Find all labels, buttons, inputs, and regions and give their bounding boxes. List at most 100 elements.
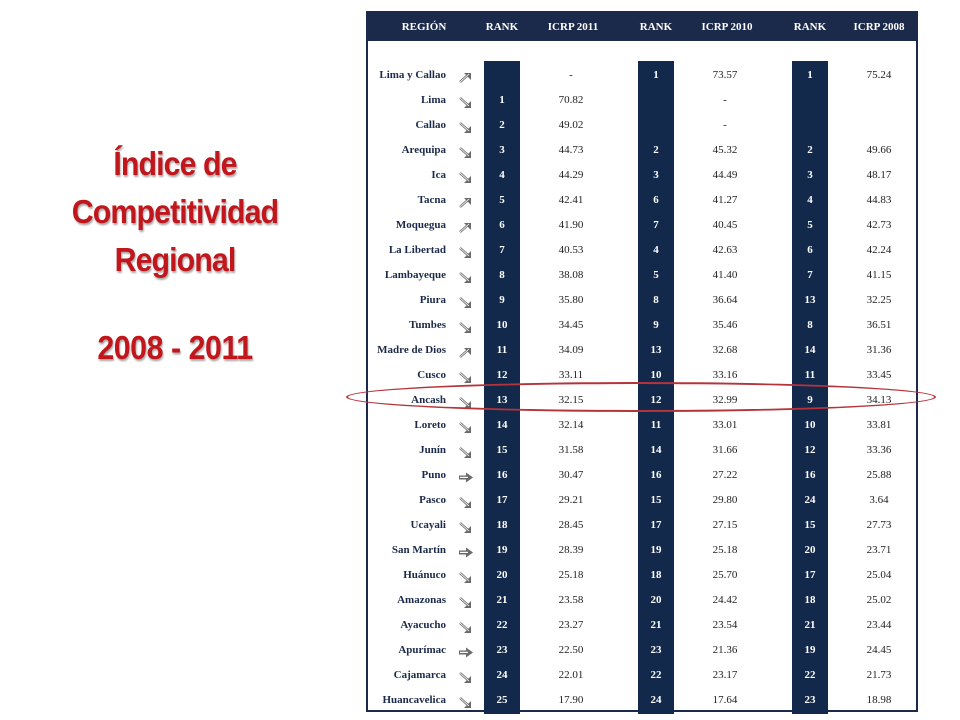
cell-rank2011: 23 xyxy=(496,644,508,656)
right-arrow-icon xyxy=(458,644,474,658)
cell-rank2010: 22 xyxy=(650,669,662,681)
table-row: Pasco 17 29.21 15 29.80 24 3.64 xyxy=(368,488,916,513)
cell-icrp2008: 25.04 xyxy=(866,569,892,581)
cell-rank2010 xyxy=(638,88,674,113)
cell-icrp2010: 25.70 xyxy=(712,569,738,581)
down-arrow-icon xyxy=(458,519,474,533)
up-arrow-icon xyxy=(458,344,474,358)
cell-rank2011: 25 xyxy=(496,694,508,706)
header-icrp-2008: ICRP 2008 xyxy=(853,21,905,33)
cell-icrp2011: 31.58 xyxy=(558,444,584,456)
cell-region: Pasco xyxy=(419,494,446,506)
cell-region: Ica xyxy=(431,169,446,181)
cell-rank2011: 18 xyxy=(496,519,508,531)
cell-icrp2011: 38.08 xyxy=(558,269,584,281)
down-arrow-icon xyxy=(458,594,474,608)
cell-icrp2011: 23.58 xyxy=(558,594,584,606)
cell-icrp2008: 25.02 xyxy=(866,594,892,606)
table-row: Cajamarca 24 22.01 22 23.17 22 21.73 xyxy=(368,663,916,688)
table-row: La Libertad 7 40.53 4 42.63 6 42.24 xyxy=(368,238,916,263)
cell-icrp2008: 75.24 xyxy=(866,69,892,81)
cell-rank2011: 1 xyxy=(499,94,505,106)
cell-rank2008: 3 xyxy=(807,169,813,181)
cell-icrp2008: 25.88 xyxy=(866,469,892,481)
table-row: Ucayali 18 28.45 17 27.15 15 27.73 xyxy=(368,513,916,538)
cell-region: Puno xyxy=(421,469,446,481)
cell-rank2008: 13 xyxy=(804,294,816,306)
cell-rank2008: 12 xyxy=(804,444,816,456)
down-arrow-icon xyxy=(458,144,474,158)
header-rank-2010: RANK xyxy=(639,21,673,33)
up-arrow-icon xyxy=(458,69,474,83)
cell-region: Lima y Callao xyxy=(379,69,446,81)
down-arrow-icon xyxy=(458,169,474,183)
table-row: Madre de Dios 11 34.09 13 32.68 14 31.36 xyxy=(368,338,916,363)
cell-region: La Libertad xyxy=(388,244,446,256)
cell-rank2008: 19 xyxy=(804,644,816,656)
cell-icrp2010: 33.01 xyxy=(712,419,738,431)
cell-icrp2010: 35.46 xyxy=(712,319,738,331)
cell-rank2010: 6 xyxy=(653,194,659,206)
down-arrow-icon xyxy=(458,119,474,133)
cell-rank2008: 21 xyxy=(804,619,816,631)
cell-icrp2008: 33.36 xyxy=(866,444,892,456)
cell-rank2008: 22 xyxy=(804,669,816,681)
cell-rank2011: 19 xyxy=(496,544,508,556)
down-arrow-icon xyxy=(458,294,474,308)
cell-icrp2010: 45.32 xyxy=(712,144,738,156)
right-arrow-icon xyxy=(458,469,474,483)
cell-icrp2010: 41.40 xyxy=(712,269,738,281)
cell-region: Tacna xyxy=(417,194,446,206)
cell-icrp2008: 33.81 xyxy=(866,419,892,431)
cell-rank2011: 16 xyxy=(496,469,508,481)
cell-rank2011: 12 xyxy=(496,369,508,381)
cell-rank2008: 4 xyxy=(807,194,813,206)
cell-rank2008 xyxy=(792,113,828,138)
cell-icrp2008: 23.71 xyxy=(866,544,892,556)
table-header: REGIÓN RANK ICRP 2011 RANK ICRP 2010 RAN… xyxy=(368,13,916,41)
cell-rank2008: 6 xyxy=(807,244,813,256)
cell-icrp2010: 41.27 xyxy=(712,194,738,206)
cell-icrp2011: 22.50 xyxy=(558,644,584,656)
cell-rank2011: 15 xyxy=(496,444,508,456)
table-row: Huánuco 20 25.18 18 25.70 17 25.04 xyxy=(368,563,916,588)
cell-icrp2008: 3.64 xyxy=(869,494,889,506)
up-arrow-icon xyxy=(458,194,474,208)
cell-rank2010: 9 xyxy=(653,319,659,331)
cell-rank2010: 20 xyxy=(650,594,662,606)
cell-rank2008: 16 xyxy=(804,469,816,481)
cell-rank2010: 8 xyxy=(653,294,659,306)
cell-icrp2010: 27.15 xyxy=(712,519,738,531)
down-arrow-icon xyxy=(458,244,474,258)
cell-icrp2008: 36.51 xyxy=(866,319,892,331)
cell-region: Amazonas xyxy=(397,594,446,606)
cell-region: Lambayeque xyxy=(384,269,446,281)
table-row: Huancavelica 25 17.90 24 17.64 23 18.98 xyxy=(368,688,916,713)
cell-rank2008: 10 xyxy=(804,419,816,431)
cell-icrp2011: 23.27 xyxy=(558,619,584,631)
header-icrp-2011: ICRP 2011 xyxy=(547,21,599,33)
cell-icrp2010: - xyxy=(723,94,727,106)
cell-rank2008: 23 xyxy=(804,694,816,706)
cell-icrp2010: 23.54 xyxy=(712,619,738,631)
cell-icrp2011: 44.73 xyxy=(558,144,584,156)
cell-icrp2008: 24.45 xyxy=(866,644,892,656)
cell-rank2010: 3 xyxy=(653,169,659,181)
cell-rank2008: 24 xyxy=(804,494,816,506)
table-row: Moquegua 6 41.90 7 40.45 5 42.73 xyxy=(368,213,916,238)
cell-rank2010: 18 xyxy=(650,569,662,581)
cell-rank2011: 14 xyxy=(496,419,508,431)
cell-rank2011: 24 xyxy=(496,669,508,681)
table-row: Piura 9 35.80 8 36.64 13 32.25 xyxy=(368,288,916,313)
cell-icrp2010: - xyxy=(723,119,727,131)
cell-rank2008: 14 xyxy=(804,344,816,356)
highlight-ellipse xyxy=(346,382,936,412)
cell-rank2008: 5 xyxy=(807,219,813,231)
cell-rank2008: 2 xyxy=(807,144,813,156)
cell-rank2010: 5 xyxy=(653,269,659,281)
cell-rank2010: 16 xyxy=(650,469,662,481)
cell-icrp2008: 27.73 xyxy=(866,519,892,531)
cell-region: Huancavelica xyxy=(382,694,446,706)
cell-rank2010: 13 xyxy=(650,344,662,356)
years-range: 2008 - 2011 xyxy=(97,329,253,366)
